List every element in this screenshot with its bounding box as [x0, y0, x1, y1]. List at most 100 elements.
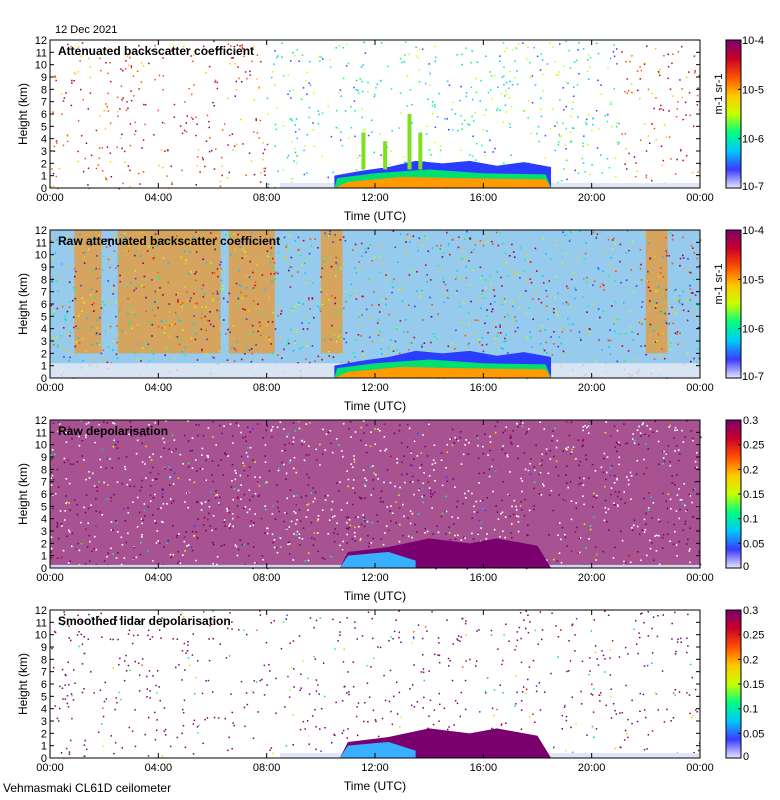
scatter-pixel	[587, 143, 589, 146]
noise-pixel	[361, 497, 363, 499]
noise-pixel	[525, 312, 527, 315]
noise-pixel	[582, 438, 585, 441]
noise-pixel	[296, 519, 298, 521]
noise-pixel	[674, 312, 676, 314]
scatter-pixel	[231, 133, 234, 135]
noise-pixel	[512, 305, 514, 308]
scatter-pixel	[592, 117, 594, 119]
noise-pixel	[516, 426, 519, 428]
noise-pixel	[376, 514, 378, 516]
scatter-pixel	[209, 137, 211, 139]
noise-pixel	[113, 439, 115, 442]
noise-pixel	[63, 457, 66, 460]
noise-pixel	[154, 301, 156, 303]
noise-pixel	[368, 336, 371, 339]
noise-pixel	[373, 291, 375, 293]
scatter-pixel	[353, 86, 355, 89]
scatter-pixel	[107, 110, 110, 112]
noise-pixel	[160, 520, 163, 523]
scatter-pixel	[347, 728, 349, 730]
noise-pixel	[504, 429, 507, 432]
noise-pixel	[140, 541, 142, 544]
noise-pixel	[475, 240, 478, 243]
noise-pixel	[183, 286, 186, 289]
scatter-pixel	[266, 143, 269, 146]
noise-pixel	[424, 527, 426, 530]
noise-pixel	[591, 506, 594, 508]
noise-pixel	[433, 491, 436, 494]
noise-pixel	[219, 496, 221, 499]
x-tick-label: 08:00	[253, 192, 281, 204]
noise-pixel	[627, 483, 630, 486]
noise-pixel	[286, 250, 288, 253]
noise-pixel	[161, 327, 163, 329]
noise-pixel	[523, 452, 526, 454]
noise-pixel	[654, 535, 656, 537]
noise-pixel	[268, 297, 271, 299]
noise-pixel	[399, 486, 401, 489]
noise-pixel	[620, 498, 622, 500]
scatter-pixel	[197, 732, 199, 734]
noise-pixel	[117, 531, 119, 533]
scatter-pixel	[613, 55, 616, 58]
noise-pixel	[669, 342, 672, 344]
scatter-pixel	[417, 624, 420, 626]
noise-pixel	[319, 310, 322, 313]
noise-pixel	[180, 240, 182, 242]
noise-pixel	[173, 439, 176, 441]
scatter-pixel	[176, 638, 179, 640]
noise-pixel	[694, 488, 696, 490]
scatter-pixel	[213, 716, 216, 719]
noise-pixel	[522, 422, 524, 424]
warm-segment	[320, 230, 343, 354]
noise-pixel	[418, 488, 421, 490]
noise-pixel	[177, 477, 180, 480]
noise-pixel	[546, 295, 548, 298]
scatter-pixel	[341, 732, 344, 734]
noise-pixel	[90, 239, 92, 242]
scatter-pixel	[355, 89, 357, 91]
noise-pixel	[432, 333, 435, 335]
noise-pixel	[592, 495, 595, 498]
scatter-pixel	[452, 101, 454, 104]
scatter-pixel	[130, 67, 133, 69]
scatter-pixel	[295, 162, 298, 165]
noise-pixel	[57, 486, 60, 488]
noise-pixel	[220, 268, 222, 270]
noise-pixel	[533, 508, 535, 511]
noise-pixel	[547, 472, 550, 475]
noise-pixel	[205, 459, 207, 462]
scatter-pixel	[275, 106, 278, 109]
noise-pixel	[543, 485, 545, 487]
scatter-pixel	[607, 113, 609, 116]
noise-pixel	[545, 253, 547, 255]
noise-pixel	[504, 326, 506, 329]
scatter-pixel	[68, 753, 71, 755]
scatter-pixel	[654, 692, 657, 694]
noise-pixel	[235, 349, 237, 352]
noise-pixel	[51, 280, 53, 283]
noise-pixel	[482, 350, 485, 353]
noise-pixel	[313, 316, 315, 319]
noise-pixel	[545, 448, 548, 450]
noise-pixel	[265, 429, 267, 432]
noise-pixel	[440, 515, 443, 518]
noise-pixel	[125, 541, 128, 544]
noise-pixel	[74, 297, 77, 300]
noise-pixel	[570, 231, 572, 233]
noise-pixel	[52, 507, 54, 510]
scatter-pixel	[320, 56, 322, 58]
noise-pixel	[117, 265, 119, 267]
noise-pixel	[141, 347, 144, 349]
noise-pixel	[612, 269, 615, 271]
scatter-pixel	[541, 629, 544, 631]
scatter-pixel	[95, 167, 98, 170]
scatter-pixel	[294, 147, 296, 150]
noise-pixel	[504, 536, 506, 539]
noise-pixel	[471, 517, 474, 519]
noise-pixel	[596, 494, 598, 497]
scatter-pixel	[529, 62, 531, 64]
noise-pixel	[654, 255, 657, 257]
noise-pixel	[155, 522, 157, 524]
noise-pixel	[468, 342, 470, 345]
